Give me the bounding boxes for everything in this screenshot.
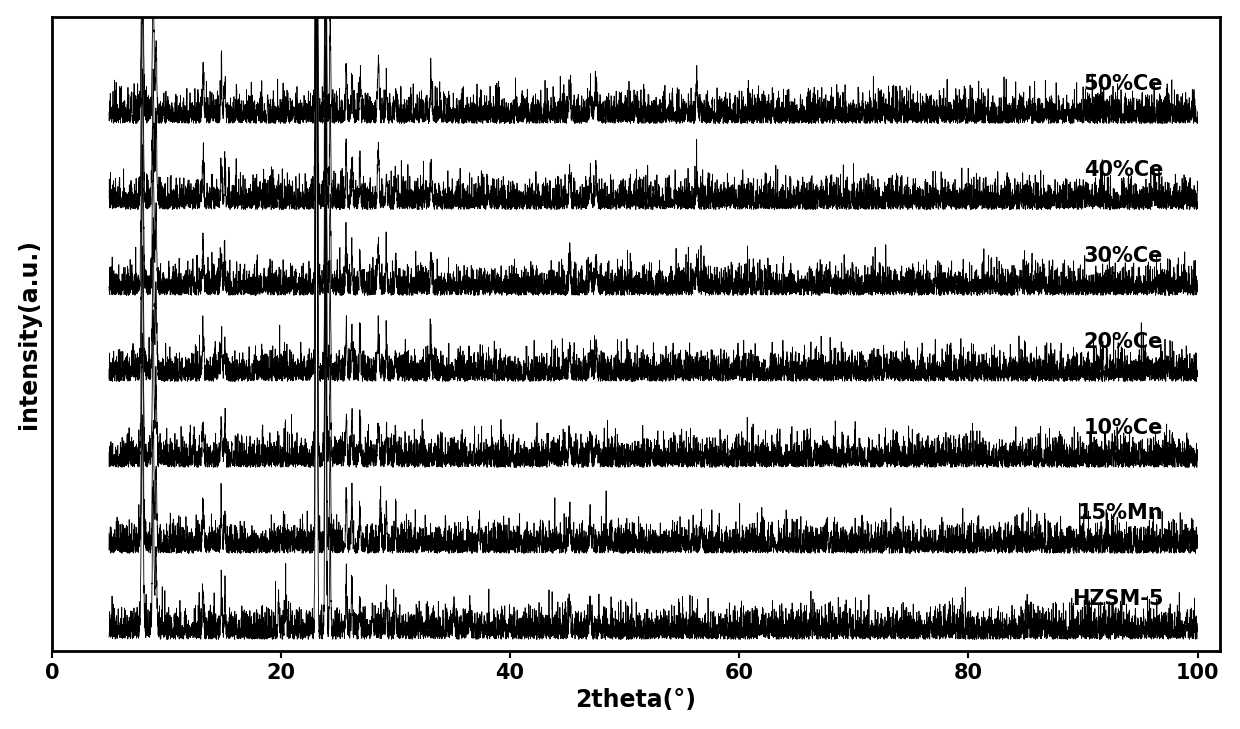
- Text: 30%Ce: 30%Ce: [1084, 246, 1163, 265]
- Text: 50%Ce: 50%Ce: [1084, 74, 1163, 94]
- Text: 40%Ce: 40%Ce: [1084, 160, 1163, 179]
- Text: 20%Ce: 20%Ce: [1084, 332, 1163, 351]
- X-axis label: 2theta(°): 2theta(°): [575, 688, 697, 712]
- Text: HZSM-5: HZSM-5: [1071, 590, 1163, 609]
- Text: 15%Mn: 15%Mn: [1078, 504, 1163, 523]
- Y-axis label: intensity(a.u.): intensity(a.u.): [16, 239, 41, 429]
- Text: 10%Ce: 10%Ce: [1084, 418, 1163, 437]
